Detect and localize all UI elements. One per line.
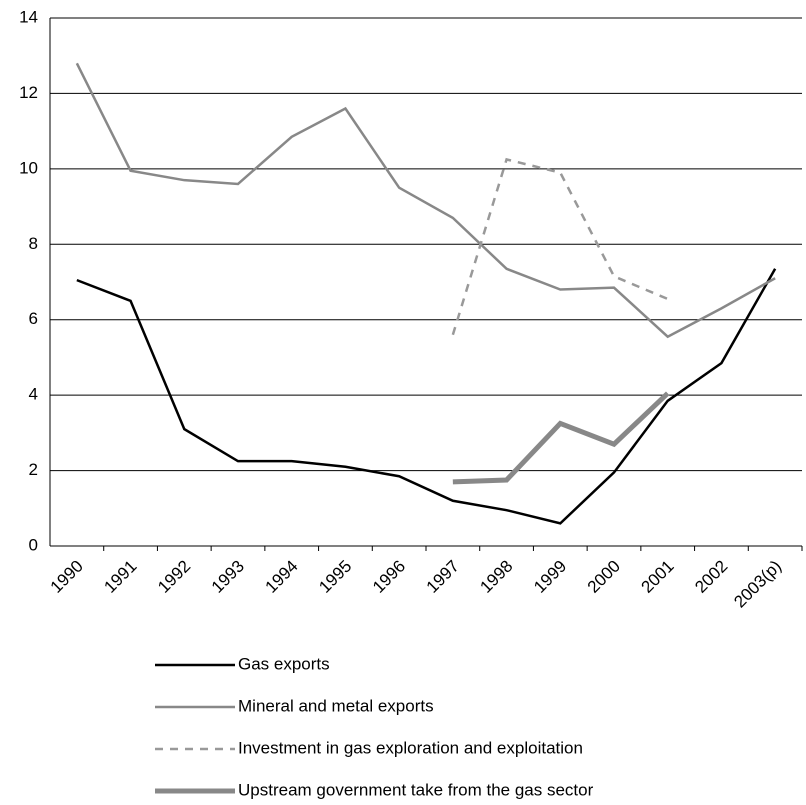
x-tick-label: 1994 xyxy=(262,557,302,597)
y-tick-label: 0 xyxy=(29,535,38,554)
y-tick-label: 8 xyxy=(29,234,38,253)
x-tick-label: 1999 xyxy=(530,557,570,597)
x-tick-label: 1991 xyxy=(100,557,140,597)
x-tick-label: 2001 xyxy=(638,557,678,597)
x-tick-label: 1993 xyxy=(208,557,248,597)
y-tick-label: 4 xyxy=(29,385,38,404)
legend-label: Gas exports xyxy=(238,654,330,673)
series-line xyxy=(75,62,776,339)
series-line xyxy=(76,268,777,525)
x-tick-label: 2002 xyxy=(691,557,731,597)
x-tick-label: 1997 xyxy=(423,557,463,597)
x-tick-label: 1998 xyxy=(476,557,516,597)
y-tick-label: 10 xyxy=(19,158,38,177)
series-line xyxy=(451,157,669,336)
x-tick-label: 1995 xyxy=(315,557,355,597)
y-tick-label: 2 xyxy=(29,460,38,479)
x-tick-label: 2003(p) xyxy=(730,557,785,612)
x-tick-label: 1990 xyxy=(47,557,87,597)
legend-label: Upstream government take from the gas se… xyxy=(238,780,594,799)
legend-label: Mineral and metal exports xyxy=(238,696,434,715)
legend-label: Investment in gas exploration and exploi… xyxy=(238,738,583,757)
x-tick-label: 1992 xyxy=(154,557,194,597)
x-tick-label: 1996 xyxy=(369,557,409,597)
y-tick-label: 12 xyxy=(19,83,38,102)
y-tick-label: 14 xyxy=(19,7,38,26)
y-tick-label: 6 xyxy=(29,309,38,328)
series-line xyxy=(452,391,670,485)
x-tick-label: 2000 xyxy=(584,557,624,597)
